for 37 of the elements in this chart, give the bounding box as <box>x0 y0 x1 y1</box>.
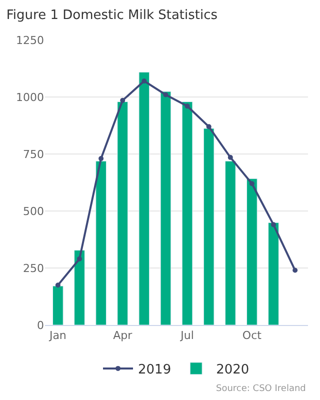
x-tick-label: Oct <box>242 329 262 342</box>
y-tick-label: 250 <box>23 262 44 275</box>
x-tick-label: Jul <box>180 329 194 342</box>
point <box>249 181 254 186</box>
point <box>98 156 104 162</box>
point <box>271 222 276 228</box>
y-tick-label: 0 <box>37 318 44 332</box>
y-tick-label: 500 <box>23 204 44 218</box>
y-tick-label: 1000 <box>16 90 44 104</box>
bar <box>138 72 150 325</box>
legend-label: 2019 <box>138 362 172 378</box>
bar <box>117 102 128 325</box>
y-tick-label: 750 <box>23 148 44 161</box>
legend-label: 2020 <box>216 362 250 378</box>
bar <box>224 160 236 325</box>
point <box>55 282 60 288</box>
bar <box>182 102 193 325</box>
source-note: Source: CSO Ireland <box>216 384 306 394</box>
bar <box>74 250 85 325</box>
x-tick-label: Apr <box>113 329 133 342</box>
point <box>142 78 147 84</box>
point <box>163 92 168 98</box>
point <box>184 104 190 109</box>
x-tick-label: Jan <box>48 329 66 342</box>
point <box>120 98 126 103</box>
chart-title: Figure 1 Domestic Milk Statistics <box>6 8 218 24</box>
bar <box>268 222 279 325</box>
bar <box>160 91 172 325</box>
bar <box>96 160 106 325</box>
bar <box>246 178 258 325</box>
y-tick-label: 1250 <box>16 34 44 47</box>
point <box>206 124 212 130</box>
point <box>76 256 82 262</box>
bar <box>52 286 64 325</box>
point <box>292 268 298 273</box>
bar <box>203 128 214 325</box>
point <box>228 154 233 160</box>
